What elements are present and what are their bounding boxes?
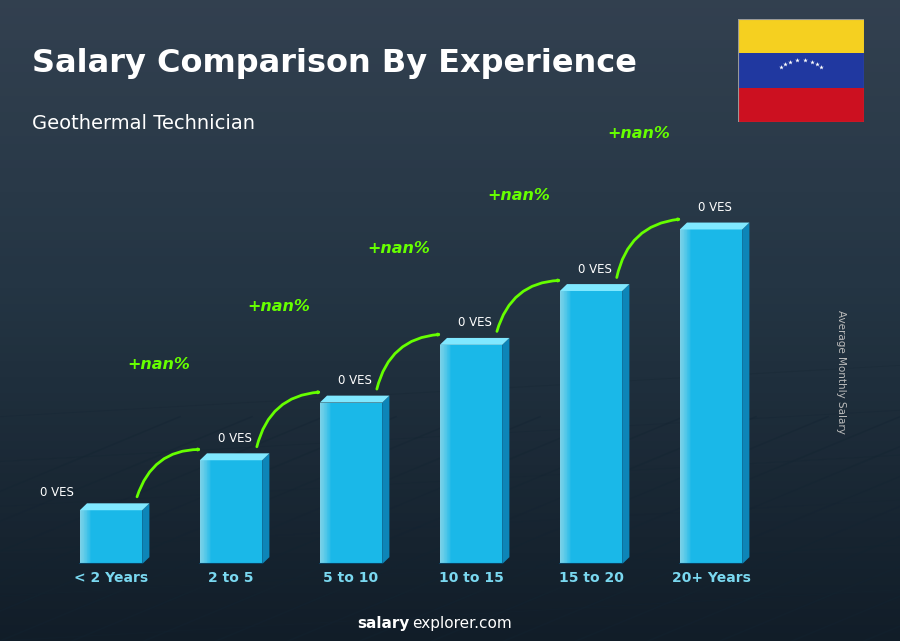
Bar bbox=[680, 229, 688, 564]
Text: < 2 Years: < 2 Years bbox=[74, 571, 148, 585]
Bar bbox=[560, 291, 622, 564]
Text: 0 VES: 0 VES bbox=[40, 486, 74, 499]
Bar bbox=[0, 376, 900, 385]
Bar bbox=[80, 510, 85, 564]
Bar bbox=[0, 64, 900, 72]
Bar bbox=[0, 48, 900, 56]
Bar bbox=[0, 320, 900, 328]
Bar bbox=[0, 0, 900, 8]
Bar bbox=[320, 403, 328, 564]
Bar bbox=[680, 229, 691, 564]
Bar bbox=[80, 510, 86, 564]
Bar bbox=[560, 291, 566, 564]
Bar bbox=[0, 473, 900, 481]
Bar bbox=[440, 345, 445, 564]
Bar bbox=[440, 345, 450, 564]
Bar bbox=[560, 291, 562, 564]
Text: 20+ Years: 20+ Years bbox=[671, 571, 751, 585]
Bar bbox=[0, 481, 900, 488]
Bar bbox=[0, 488, 900, 497]
Bar bbox=[0, 617, 900, 625]
Text: salary: salary bbox=[357, 616, 410, 631]
Bar bbox=[200, 460, 202, 564]
Bar bbox=[0, 144, 900, 153]
Text: 2 to 5: 2 to 5 bbox=[208, 571, 254, 585]
Bar bbox=[680, 229, 686, 564]
Text: 0 VES: 0 VES bbox=[698, 201, 732, 214]
Bar bbox=[560, 291, 569, 564]
Bar bbox=[0, 569, 900, 577]
Bar bbox=[440, 345, 502, 564]
Bar bbox=[200, 460, 207, 564]
Bar bbox=[0, 121, 900, 128]
Bar bbox=[0, 520, 900, 529]
FancyArrowPatch shape bbox=[137, 449, 199, 497]
Bar bbox=[80, 510, 89, 564]
Bar bbox=[0, 329, 900, 337]
Bar bbox=[560, 291, 571, 564]
Bar bbox=[0, 625, 900, 633]
FancyArrowPatch shape bbox=[256, 392, 319, 447]
Bar bbox=[0, 264, 900, 272]
Bar bbox=[80, 510, 86, 564]
Polygon shape bbox=[502, 338, 509, 564]
Bar bbox=[0, 88, 900, 96]
Bar bbox=[738, 88, 864, 122]
Polygon shape bbox=[382, 395, 390, 564]
Bar bbox=[320, 403, 324, 564]
Bar bbox=[0, 392, 900, 401]
Bar bbox=[680, 229, 685, 564]
Bar bbox=[0, 169, 900, 176]
Bar bbox=[0, 256, 900, 264]
Bar bbox=[320, 403, 326, 564]
Bar bbox=[0, 8, 900, 16]
Bar bbox=[200, 460, 204, 564]
Bar bbox=[680, 229, 683, 564]
Bar bbox=[0, 153, 900, 160]
Bar bbox=[0, 216, 900, 224]
Bar bbox=[0, 185, 900, 192]
Bar bbox=[0, 529, 900, 537]
Bar bbox=[0, 465, 900, 473]
Bar bbox=[0, 208, 900, 217]
Bar bbox=[0, 505, 900, 513]
Bar bbox=[0, 176, 900, 184]
Bar bbox=[0, 337, 900, 344]
Bar bbox=[0, 360, 900, 369]
Bar bbox=[200, 460, 203, 564]
Bar bbox=[560, 291, 568, 564]
Bar bbox=[320, 403, 329, 564]
Bar bbox=[320, 403, 325, 564]
Bar bbox=[440, 345, 445, 564]
Bar bbox=[560, 291, 567, 564]
Bar bbox=[320, 403, 331, 564]
Bar bbox=[0, 288, 900, 296]
Polygon shape bbox=[320, 395, 390, 403]
Bar bbox=[0, 553, 900, 561]
Bar bbox=[320, 403, 323, 564]
Text: +nan%: +nan% bbox=[127, 357, 190, 372]
Bar bbox=[0, 561, 900, 569]
Text: Average Monthly Salary: Average Monthly Salary bbox=[836, 310, 847, 434]
Bar bbox=[440, 345, 447, 564]
Bar bbox=[80, 510, 91, 564]
Bar bbox=[200, 460, 206, 564]
Bar bbox=[560, 291, 563, 564]
Bar bbox=[80, 510, 85, 564]
Bar bbox=[680, 229, 689, 564]
Bar bbox=[560, 291, 562, 564]
Polygon shape bbox=[440, 338, 509, 345]
Bar bbox=[0, 281, 900, 288]
Bar bbox=[440, 345, 449, 564]
Bar bbox=[0, 104, 900, 112]
Text: 0 VES: 0 VES bbox=[218, 432, 251, 445]
Bar bbox=[0, 449, 900, 456]
Bar bbox=[80, 510, 87, 564]
Bar bbox=[738, 19, 864, 53]
Bar bbox=[80, 510, 83, 564]
Bar bbox=[440, 345, 451, 564]
Bar bbox=[560, 291, 565, 564]
Bar bbox=[0, 160, 900, 168]
Bar bbox=[320, 403, 327, 564]
